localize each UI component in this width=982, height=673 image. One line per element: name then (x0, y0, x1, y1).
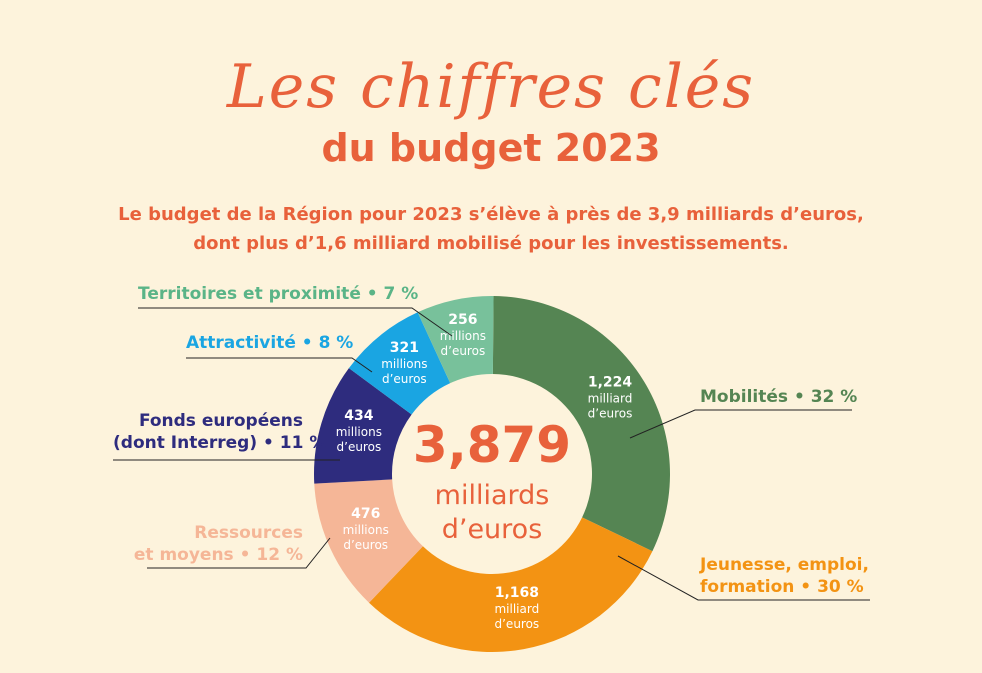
slice-value: 476 (351, 506, 380, 522)
title-subtitle: du budget 2023 (321, 126, 661, 170)
slice-value: 1,224 (588, 375, 633, 391)
slice-unit: d’euros (343, 538, 388, 552)
legend-ressources-line1: Ressources (194, 523, 303, 543)
slice-unit: millions (336, 425, 382, 439)
intro-line-1: Le budget de la Région pour 2023 s’élève… (118, 204, 864, 225)
slice-jeunesse-emploi-formation (369, 517, 653, 652)
slice-attractivite (348, 312, 451, 415)
center-total: 3,879 (413, 416, 571, 474)
leader-mobilites (629, 409, 852, 439)
slice-unit: d’euros (337, 440, 382, 454)
center-unit-line2: d’euros (442, 514, 543, 545)
slice-unit: d’euros (588, 407, 633, 421)
slice-territoires-et-proximite (417, 296, 494, 384)
slice-ressources-et-moyens (314, 479, 423, 603)
leader-jeunesse (617, 555, 870, 601)
legend-ressources: Ressources et moyens • 12 % (113, 522, 303, 566)
slice-unit: millions (381, 357, 427, 371)
legend-ressources-line2: et moyens • 12 % (133, 545, 303, 565)
slice-unit: millions (440, 329, 486, 343)
center-unit-line1: milliards (435, 480, 550, 511)
slice-unit: millions (343, 523, 389, 537)
slice-fonds-europeens-dont-interreg (314, 368, 412, 484)
intro-line-2: dont plus d’1,6 milliard mobilisé pour l… (193, 233, 789, 254)
slice-value: 434 (344, 408, 373, 424)
slice-value: 1,168 (495, 585, 539, 601)
slice-unit: d’euros (382, 372, 427, 386)
legend-attractivite: Attractivité • 8 % (186, 333, 354, 353)
legend-jeunesse: Jeunesse, emploi, formation • 30 % (700, 554, 869, 598)
slice-value: 321 (390, 340, 419, 356)
slice-unit: d’euros (441, 344, 486, 358)
legend-fonds-line2: (dont Interreg) • 11 % (113, 433, 327, 453)
slice-value: 256 (448, 312, 477, 328)
slice-mobilites (492, 296, 670, 552)
title-main: Les chiffres clés (226, 52, 756, 122)
legend-fonds-europeens: Fonds européens (dont Interreg) • 11 % (113, 410, 327, 454)
leader-ressources (147, 537, 331, 569)
legend-fonds-line1: Fonds européens (138, 411, 303, 431)
slice-unit: milliard (588, 392, 633, 406)
leader-territoires (138, 307, 453, 337)
legend-jeunesse-line2: formation • 30 % (700, 577, 864, 597)
legend-territoires: Territoires et proximité • 7 % (138, 284, 419, 304)
intro-text: Le budget de la Région pour 2023 s’élève… (0, 200, 982, 258)
leader-attractivite (186, 357, 373, 373)
legend-mobilites: Mobilités • 32 % (700, 387, 858, 407)
slice-unit: d’euros (495, 617, 540, 631)
legend-jeunesse-line1: Jeunesse, emploi, (700, 555, 869, 575)
slice-unit: milliard (494, 602, 539, 616)
